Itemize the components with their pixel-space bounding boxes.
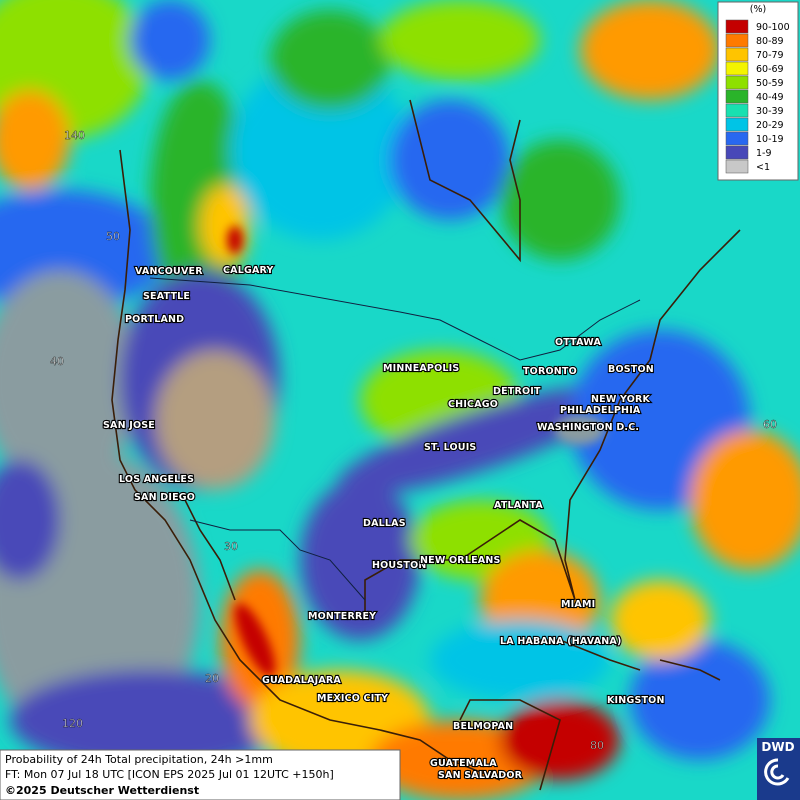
legend-label: <1 xyxy=(756,162,770,173)
footer-box xyxy=(0,749,401,800)
legend-swatch xyxy=(725,89,749,104)
legend-label: 90-100 xyxy=(756,22,790,33)
city-label: VANCOUVER xyxy=(135,266,203,277)
city-label: TORONTO xyxy=(523,366,577,377)
grid-label: 30 xyxy=(224,540,238,553)
city-label: MONTERREY xyxy=(308,611,376,622)
logo-text: DWD xyxy=(761,740,794,754)
grid-label: 60 xyxy=(763,418,777,431)
city-label: SEATTLE xyxy=(143,291,190,302)
city-label: DALLAS xyxy=(363,518,406,529)
footer-line: FT: Mon 07 Jul 18 UTC [ICON EPS 2025 Jul… xyxy=(5,768,334,781)
city-label: SAN JOSE xyxy=(103,420,155,431)
borders xyxy=(149,277,641,601)
legend-swatch xyxy=(725,47,749,62)
city-labels: VANCOUVER CALGARY SEATTLE PORTLAND MINNEAPOL… xyxy=(102,264,666,782)
legend-swatch xyxy=(725,159,749,174)
legend-swatch xyxy=(725,75,749,90)
city-label: BOSTON xyxy=(608,364,654,375)
grid-labels: 140 50 40 30 20 120 60 80 xyxy=(50,129,777,752)
city-label: MINNEAPOLIS xyxy=(383,363,459,374)
legend-label: 10-19 xyxy=(756,134,784,145)
legend-label: 80-89 xyxy=(756,36,784,47)
footer: Probability of 24h Total precipitation, … xyxy=(0,749,401,800)
city-label: LOS ANGELES xyxy=(119,474,194,485)
logo: DWD xyxy=(757,738,800,800)
grid-label: 40 xyxy=(50,355,64,368)
legend-label: 20-29 xyxy=(756,120,784,131)
city-label: SAN DIEGO xyxy=(134,492,195,503)
legend-title: (%) xyxy=(750,4,766,15)
city-label: KINGSTON xyxy=(607,695,665,706)
grid-label: 120 xyxy=(62,717,83,730)
legend: (%) 90-100 80-89 70-79 60-69 50-59 40-49 30-39… xyxy=(717,1,799,181)
legend-swatch xyxy=(725,117,749,132)
legend-swatch xyxy=(725,19,749,34)
grid-label: 50 xyxy=(106,230,120,243)
grid-label: 20 xyxy=(205,672,219,685)
logo-box xyxy=(757,738,800,800)
legend-swatch xyxy=(725,61,749,76)
city-label: ATLANTA xyxy=(494,500,543,511)
city-label: SAN SALVADOR xyxy=(438,770,523,781)
legend-label: 70-79 xyxy=(756,50,784,61)
legend-items: 90-100 80-89 70-79 60-69 50-59 40-49 30-39 20-2… xyxy=(725,19,790,174)
city-label: CALGARY xyxy=(223,265,274,276)
footer-line: Probability of 24h Total precipitation, … xyxy=(5,753,273,766)
city-label: CHICAGO xyxy=(448,399,498,410)
city-label: OTTAWA xyxy=(555,337,601,348)
city-label: HOUSTON xyxy=(372,560,427,571)
city-label: LA HABANA (HAVANA) xyxy=(500,636,622,647)
city-label: DETROIT xyxy=(493,386,541,397)
city-label: NEW ORLEANS xyxy=(420,555,501,566)
city-label: ST. LOUIS xyxy=(424,442,476,453)
city-label: MIAMI xyxy=(561,599,595,610)
grid-label: 140 xyxy=(64,129,85,142)
city-label: GUADALAJARA xyxy=(262,675,341,686)
legend-label: 60-69 xyxy=(756,64,784,75)
legend-swatch xyxy=(725,145,749,160)
legend-swatch xyxy=(725,103,749,118)
legend-swatch xyxy=(725,33,749,48)
city-label: NEW YORK xyxy=(591,394,651,405)
coastlines xyxy=(111,99,741,791)
grid-label: 80 xyxy=(590,739,604,752)
city-label: BELMOPAN xyxy=(453,721,513,732)
city-label: WASHINGTON D.C. xyxy=(537,422,639,433)
city-label: GUATEMALA xyxy=(430,758,497,769)
legend-label: 1-9 xyxy=(756,148,772,159)
legend-swatch xyxy=(725,131,749,146)
legend-label: 30-39 xyxy=(756,106,784,117)
legend-label: 50-59 xyxy=(756,78,784,89)
legend-label: 40-49 xyxy=(756,92,784,103)
city-label: MEXICO CITY xyxy=(317,693,388,704)
city-label: PHILADELPHIA xyxy=(560,405,641,416)
city-label: PORTLAND xyxy=(125,314,184,325)
footer-line: ©2025 Deutscher Wetterdienst xyxy=(5,784,199,797)
logo-icon xyxy=(764,758,790,786)
